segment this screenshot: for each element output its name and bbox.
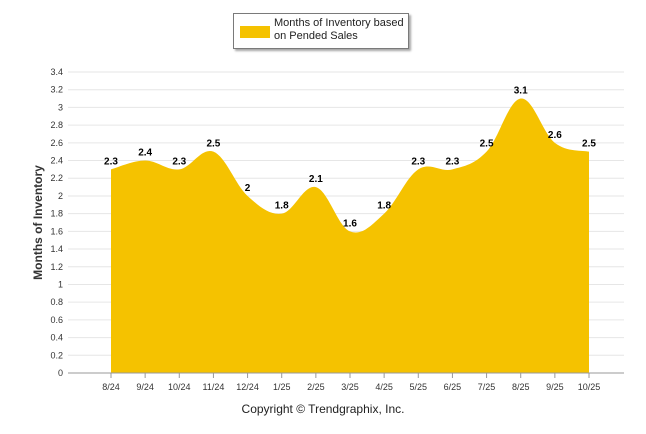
data-label: 2.1 [309, 174, 323, 185]
legend-label: Months of Inventory based on Pended Sale… [274, 17, 404, 42]
y-tick-label: 0 [58, 368, 63, 378]
y-tick-label: 2.8 [50, 120, 63, 130]
copyright-text: Copyright © Trendgraphix, Inc. [241, 402, 405, 416]
y-tick-label: 0.6 [50, 315, 63, 325]
y-tick-label: 2.4 [50, 156, 63, 166]
legend-swatch [240, 26, 270, 38]
data-label: 2 [245, 183, 251, 194]
y-axis-title: Months of Inventory [31, 165, 45, 280]
y-tick-label: 3 [58, 102, 63, 112]
legend: Months of Inventory based on Pended Sale… [233, 13, 409, 49]
x-tick-label: 4/25 [375, 382, 393, 392]
data-label: 2.5 [480, 139, 494, 150]
y-tick-label: 2 [58, 191, 63, 201]
x-tick-label: 8/24 [102, 382, 120, 392]
x-tick-label: 8/25 [512, 382, 530, 392]
y-tick-label: 1.6 [50, 226, 63, 236]
x-tick-label: 11/24 [202, 382, 224, 392]
x-tick-label: 5/25 [410, 382, 428, 392]
x-tick-label: 9/24 [136, 382, 154, 392]
data-label: 2.3 [172, 156, 186, 167]
data-label: 2.3 [104, 156, 118, 167]
y-tick-label: 1.2 [50, 262, 63, 272]
data-label: 1.6 [343, 218, 357, 229]
x-tick-label: 9/25 [546, 382, 564, 392]
data-label: 2.3 [445, 156, 459, 167]
x-tick-label: 7/25 [478, 382, 496, 392]
data-label: 2.3 [411, 156, 425, 167]
y-tick-label: 0.2 [50, 350, 63, 360]
y-tick-label: 2.2 [50, 173, 63, 183]
y-tick-label: 2.6 [50, 138, 63, 148]
x-tick-label: 6/25 [444, 382, 462, 392]
x-tick-label: 12/24 [236, 382, 259, 392]
y-tick-label: 0.4 [50, 333, 63, 343]
x-tick-label: 10/24 [168, 382, 191, 392]
y-tick-label: 1 [58, 279, 63, 289]
data-label: 2.6 [548, 130, 562, 141]
y-tick-label: 0.8 [50, 297, 63, 307]
data-label: 2.5 [206, 139, 220, 150]
x-tick-label: 1/25 [273, 382, 291, 392]
area-series [111, 98, 589, 374]
data-label: 1.8 [275, 201, 289, 212]
data-label: 2.4 [138, 148, 152, 159]
x-tick-label: 3/25 [341, 382, 359, 392]
y-tick-label: 1.8 [50, 209, 63, 219]
data-label: 3.1 [514, 86, 528, 97]
data-label: 1.8 [377, 201, 391, 212]
x-tick-label: 10/25 [578, 382, 601, 392]
y-tick-label: 3.2 [50, 85, 63, 95]
y-tick-label: 3.4 [50, 67, 63, 77]
data-label: 2.5 [582, 139, 596, 150]
y-tick-label: 1.4 [50, 244, 63, 254]
x-tick-label: 2/25 [307, 382, 325, 392]
